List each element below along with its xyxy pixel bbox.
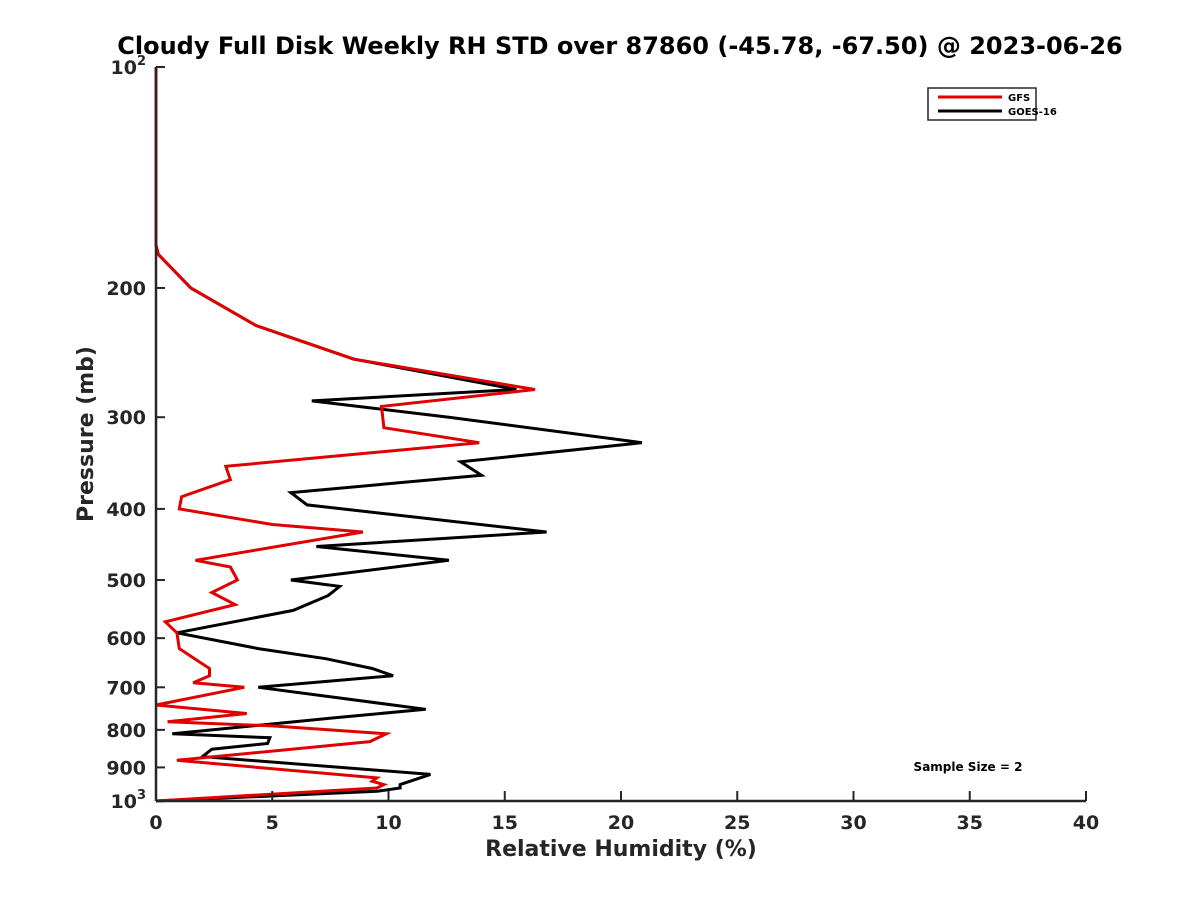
y-tick-label: 400: [106, 499, 146, 521]
legend: GFS GOES-16: [927, 87, 1057, 121]
y-tick-label: 800: [106, 720, 146, 742]
legend-label: GOES-16: [1008, 107, 1057, 118]
x-tick-label: 25: [724, 812, 750, 834]
y-tick-label: 300: [106, 407, 146, 429]
y-ticks: 102 200 300 400 500 600 700 800 900 103: [106, 54, 165, 813]
x-tick-label: 40: [1073, 812, 1099, 834]
y-tick-label: 102: [111, 54, 147, 79]
y-tick-label: 103: [111, 788, 147, 813]
x-tick-label: 5: [266, 812, 279, 834]
x-axis-label: Relative Humidity (%): [485, 837, 757, 862]
x-tick-label: 0: [149, 812, 162, 834]
x-tick-label: 20: [608, 812, 634, 834]
series-layer: [154, 67, 643, 803]
legend-box: [927, 87, 1037, 121]
series-line-gfs: [154, 67, 536, 803]
x-tick-label: 15: [492, 812, 518, 834]
y-tick-label: 200: [106, 278, 146, 300]
x-tick-label: 30: [840, 812, 866, 834]
sample-size-annotation: Sample Size = 2: [914, 760, 1023, 774]
legend-label: GFS: [1008, 93, 1030, 104]
y-axis-label: Pressure (mb): [74, 346, 99, 522]
chart-title: Cloudy Full Disk Weekly RH STD over 8786…: [117, 32, 1123, 60]
y-tick-label: 700: [106, 677, 146, 699]
x-ticks: 0 5 10 15 20 25 30 35 40: [149, 791, 1099, 834]
y-tick-label: 600: [106, 628, 146, 650]
y-tick-label: 900: [106, 757, 146, 779]
y-tick-label: 500: [106, 570, 146, 592]
x-tick-label: 35: [957, 812, 983, 834]
x-tick-label: 10: [375, 812, 401, 834]
